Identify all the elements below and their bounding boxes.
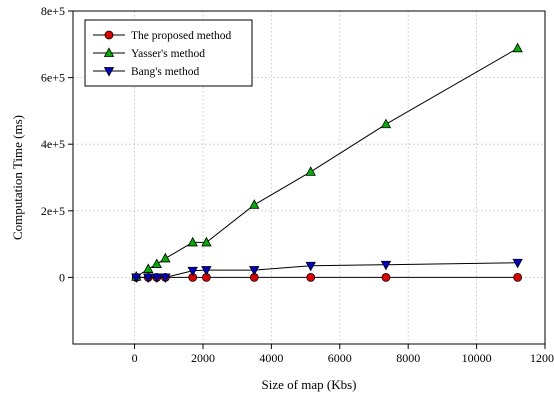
data-point [380, 260, 392, 271]
x-tick-label: 4000 [259, 351, 283, 365]
data-point [160, 273, 171, 284]
data-point [143, 263, 154, 273]
data-point [305, 261, 316, 272]
y-tick-label: 2e+5 [41, 204, 65, 218]
data-point [381, 272, 391, 282]
data-point [306, 272, 316, 282]
x-tick-label: 10000 [462, 351, 492, 365]
data-point [201, 266, 212, 276]
legend-marker [103, 47, 115, 57]
data-series [131, 42, 523, 284]
series-0 [131, 272, 523, 282]
legend-item: Yasser's method [93, 47, 205, 60]
x-tick-label: 6000 [328, 351, 352, 365]
data-point [131, 273, 142, 284]
y-tick-label: 8e+5 [41, 4, 65, 18]
y-tick-label: 0 [59, 270, 65, 284]
legend-label: The proposed method [131, 30, 232, 42]
legend-marker [103, 67, 115, 77]
x-tick-label: 0 [132, 351, 138, 365]
data-point [160, 252, 171, 263]
x-axis-label: Size of map (Kbs) [262, 377, 357, 392]
data-point [249, 266, 260, 276]
y-axis-label: Computation Time (ms) [10, 115, 25, 240]
data-point [143, 273, 154, 284]
data-point [151, 258, 162, 268]
data-point [249, 199, 260, 209]
y-tick-label: 4e+5 [41, 137, 65, 151]
legend-item: Bang's method [93, 66, 199, 78]
data-point [151, 273, 162, 284]
legend-label: Bang's method [131, 66, 199, 78]
data-point [513, 272, 523, 282]
data-point [512, 258, 523, 269]
data-point [187, 236, 198, 247]
data-point [512, 42, 523, 53]
legend: The proposed method Yasser's method Bang's… [84, 19, 253, 87]
data-point [380, 118, 392, 129]
series-2 [131, 258, 523, 284]
x-tick-label: 8000 [396, 351, 420, 365]
legend-item: The proposed method [93, 30, 232, 42]
x-tick-label: 2000 [191, 351, 215, 365]
data-point [201, 236, 212, 247]
data-point [187, 266, 198, 277]
series-line [136, 262, 518, 278]
legend-marker [104, 30, 114, 40]
y-tick-label: 6e+5 [41, 71, 65, 85]
plot-frame [72, 10, 546, 345]
legend-label: Yasser's method [131, 48, 205, 60]
data-point [305, 166, 316, 176]
